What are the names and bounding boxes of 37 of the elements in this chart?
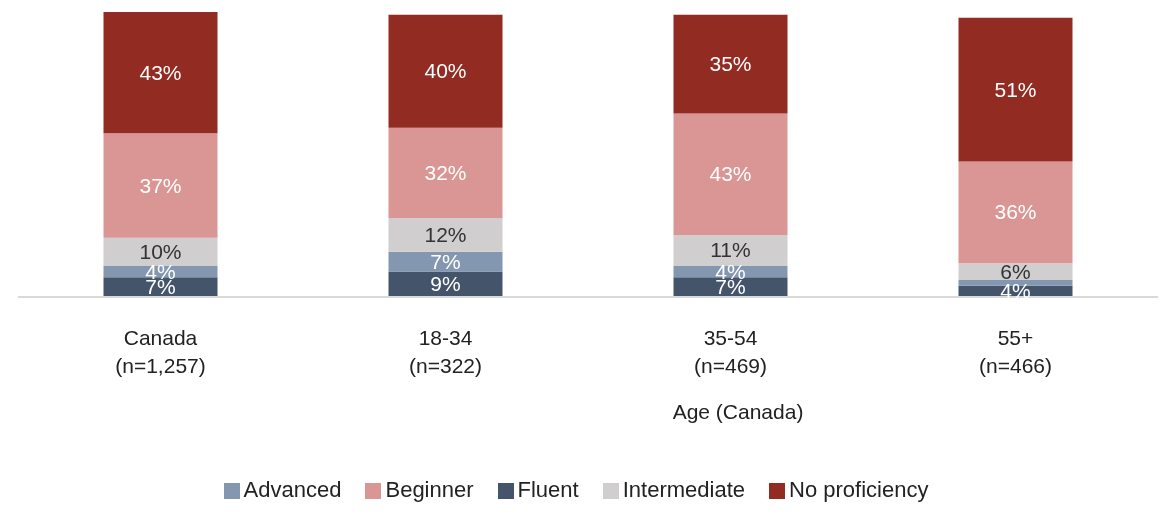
legend-label: No proficiency: [789, 477, 929, 502]
bar: [673, 14, 788, 114]
bar: [958, 161, 1073, 264]
data-label: 35%: [709, 52, 752, 76]
bar: [388, 127, 503, 218]
data-label: 51%: [994, 77, 1037, 101]
data-label: 32%: [424, 160, 467, 184]
bar: [388, 217, 503, 252]
data-label: 37%: [139, 173, 182, 197]
bar: [103, 12, 218, 134]
x-tick-label: 35-54 (n=469): [694, 326, 767, 377]
data-label: 40%: [424, 59, 467, 83]
data-label: 6%: [1000, 259, 1031, 283]
x-tick-label: 55+ (n=466): [979, 326, 1052, 377]
x-tick-label: Canada (n=1,257): [115, 326, 206, 377]
data-label: 12%: [424, 222, 467, 246]
data-label: 9%: [430, 272, 461, 296]
bar: [103, 237, 218, 266]
bar: [388, 251, 503, 272]
data-label: 11%: [710, 238, 751, 262]
legend-label: Intermediate: [622, 477, 745, 502]
data-label: 7%: [430, 249, 461, 273]
bar: [673, 234, 788, 266]
data-label: 43%: [139, 60, 182, 84]
bar: [673, 113, 788, 235]
bar: [958, 17, 1073, 162]
data-label: 10%: [139, 239, 182, 263]
x-tick-label: 18-34 (n=322): [409, 326, 482, 377]
data-label: 43%: [709, 162, 752, 186]
bar: [958, 280, 1073, 286]
legend-label: Advanced: [243, 477, 342, 502]
bar: [103, 133, 218, 238]
legend-label: Beginner: [385, 477, 474, 502]
text: Age (Canada): [671, 400, 805, 424]
data-label: 36%: [994, 200, 1037, 224]
bar: [388, 14, 503, 128]
legend-label: Fluent: [517, 477, 579, 502]
